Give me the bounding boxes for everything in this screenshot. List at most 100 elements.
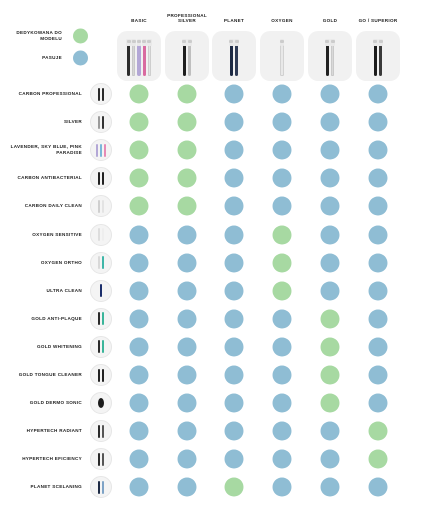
table-row: ULTRA CLEAN (0, 277, 435, 305)
compat-dot-compatible (129, 365, 149, 385)
toothbrush-handle (131, 39, 137, 76)
compat-dot-dedicated (177, 168, 197, 188)
legend-swatch (73, 28, 88, 44)
brush-head-tip (101, 115, 104, 129)
compat-dot-compatible (272, 140, 292, 160)
brush-head-tip (98, 424, 101, 438)
brush-head-tip (98, 368, 101, 382)
brush-head-tip (101, 480, 104, 494)
brush-head-name: CARBON ANTIBACTERIAL (17, 175, 82, 181)
compat-dot-compatible (177, 421, 197, 441)
brush-head-image (90, 476, 112, 499)
compat-dot-compatible (129, 309, 149, 329)
brush-head-tip (101, 256, 104, 270)
brush-head-image (90, 335, 112, 358)
brush-head-name: CARBON PROFESSIONAL (18, 90, 82, 96)
compat-dot-compatible (272, 365, 292, 385)
compat-dot-dedicated (368, 421, 388, 441)
compat-dot-compatible (272, 337, 292, 357)
compat-dot-dedicated (129, 168, 149, 188)
compat-dot-compatible (224, 449, 244, 469)
compat-dot-compatible (272, 421, 292, 441)
compat-dot-dedicated (368, 449, 388, 469)
compat-dot-compatible (129, 337, 149, 357)
compat-dot-compatible (129, 281, 149, 301)
toothbrush-handle (136, 39, 142, 76)
compat-dot-compatible (320, 253, 340, 273)
brush-head-tip (96, 143, 99, 157)
brush-head-tip (101, 87, 104, 101)
brush-head-tip (101, 171, 104, 185)
compat-dot-compatible (224, 112, 244, 132)
brush-head-name: HYPERTECH RADIANT (26, 428, 82, 434)
compat-dot-dedicated (320, 365, 340, 385)
compat-dot-compatible (272, 168, 292, 188)
compat-dot-dedicated (177, 84, 197, 104)
compat-dot-compatible (320, 225, 340, 244)
compat-dot-dedicated (129, 84, 149, 104)
table-row: CARBON DAILY CLEAN (0, 192, 435, 220)
brush-head-tip (101, 424, 104, 438)
compat-dot-compatible (224, 140, 244, 160)
table-row: GOLD ANTI-PLAQUE (0, 305, 435, 333)
compat-dot-compatible (272, 477, 292, 497)
compat-dot-compatible (320, 112, 340, 132)
compat-dot-compatible (129, 421, 149, 441)
brush-head-tip (98, 256, 101, 270)
toothbrush-handle (279, 39, 285, 76)
column-title: GOLD (322, 18, 338, 24)
compat-dot-compatible (368, 253, 388, 273)
toothbrush-image (260, 31, 304, 81)
table-row: GOLD WHITENING (0, 333, 435, 361)
brush-head-image (90, 364, 112, 386)
brush-head-name: GOLD WHITENING (36, 343, 82, 349)
compat-dot-compatible (272, 393, 292, 413)
compat-dot-compatible (368, 196, 388, 216)
brush-head-tip (98, 480, 101, 494)
compat-dot-dedicated (177, 196, 197, 216)
brush-head-tip (98, 228, 101, 241)
brush-head-name: OXYGEN SENSITIVE (32, 231, 82, 237)
brush-head-image (90, 448, 112, 471)
compat-dot-dedicated (320, 309, 340, 329)
brush-head-image (90, 139, 112, 162)
column-title: GO / SUPERIOR (358, 18, 398, 24)
brush-head-image (90, 195, 112, 218)
compat-dot-compatible (320, 449, 340, 469)
table-row: OXYGEN SENSITIVE (0, 221, 435, 249)
brush-head-tip (98, 312, 101, 326)
brush-head-image (90, 307, 112, 330)
brush-head-tip (98, 452, 101, 466)
legend-label: DEDYKOWANA DO MODELU (16, 30, 62, 41)
compat-dot-compatible (272, 84, 292, 104)
column-header: PLANET (210, 10, 258, 81)
brush-head-name: SILVER (63, 119, 82, 124)
compat-dot-compatible (368, 281, 388, 301)
compat-dot-compatible (224, 281, 244, 301)
compat-dot-compatible (368, 309, 388, 329)
toothbrush-handle (126, 39, 132, 76)
compat-dot-compatible (224, 253, 244, 273)
brush-head-tip (101, 340, 104, 354)
compat-dot-compatible (320, 140, 340, 160)
brush-head-tip (99, 284, 103, 298)
compat-dot-compatible (177, 449, 197, 469)
table-row: HYPERTECH RADIANT (0, 417, 435, 445)
brush-head-name: GOLD ANTI-PLAQUE (31, 315, 82, 321)
brush-head-name: OXYGEN ORTHO (40, 259, 82, 265)
brush-head-name: GOLD DERMO SONIC (29, 400, 82, 405)
brush-head-image (90, 279, 112, 302)
toothbrush-handle (141, 39, 148, 76)
brush-head-tip (98, 171, 101, 185)
compat-dot-compatible (129, 449, 149, 469)
compat-dot-compatible (368, 365, 388, 385)
toothbrush-image (212, 31, 256, 81)
compat-dot-compatible (224, 421, 244, 441)
compat-dot-compatible (272, 112, 292, 132)
compat-dot-dedicated (129, 112, 149, 132)
brush-head-name: CARBON DAILY CLEAN (24, 203, 82, 209)
toothbrush-handle (181, 39, 188, 76)
table-row: CARBON PROFESSIONAL (0, 80, 435, 108)
toothbrush-handle (330, 39, 336, 76)
toothbrush-handle (324, 39, 331, 76)
